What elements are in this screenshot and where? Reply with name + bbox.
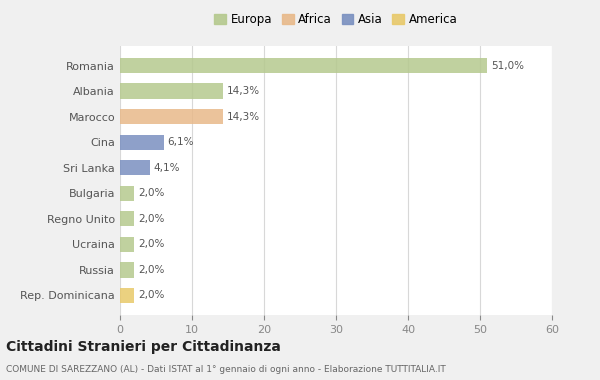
Bar bbox=[120, 237, 134, 252]
Bar bbox=[120, 135, 164, 150]
Text: 2,0%: 2,0% bbox=[138, 265, 164, 275]
Bar bbox=[120, 262, 134, 277]
Bar bbox=[120, 58, 487, 73]
Legend: Europa, Africa, Asia, America: Europa, Africa, Asia, America bbox=[209, 8, 463, 31]
Text: 2,0%: 2,0% bbox=[138, 290, 164, 301]
Text: 14,3%: 14,3% bbox=[227, 112, 260, 122]
Bar bbox=[120, 211, 134, 226]
Bar bbox=[120, 288, 134, 303]
Bar bbox=[120, 185, 134, 201]
Text: Cittadini Stranieri per Cittadinanza: Cittadini Stranieri per Cittadinanza bbox=[6, 340, 281, 355]
Text: COMUNE DI SAREZZANO (AL) - Dati ISTAT al 1° gennaio di ogni anno - Elaborazione : COMUNE DI SAREZZANO (AL) - Dati ISTAT al… bbox=[6, 366, 446, 374]
Text: 51,0%: 51,0% bbox=[491, 60, 524, 71]
Bar bbox=[120, 160, 149, 176]
Text: 14,3%: 14,3% bbox=[227, 86, 260, 96]
Text: 2,0%: 2,0% bbox=[138, 239, 164, 249]
Text: 2,0%: 2,0% bbox=[138, 188, 164, 198]
Bar bbox=[120, 84, 223, 99]
Text: 6,1%: 6,1% bbox=[167, 137, 194, 147]
Text: 2,0%: 2,0% bbox=[138, 214, 164, 224]
Text: 4,1%: 4,1% bbox=[153, 163, 179, 173]
Bar bbox=[120, 109, 223, 124]
